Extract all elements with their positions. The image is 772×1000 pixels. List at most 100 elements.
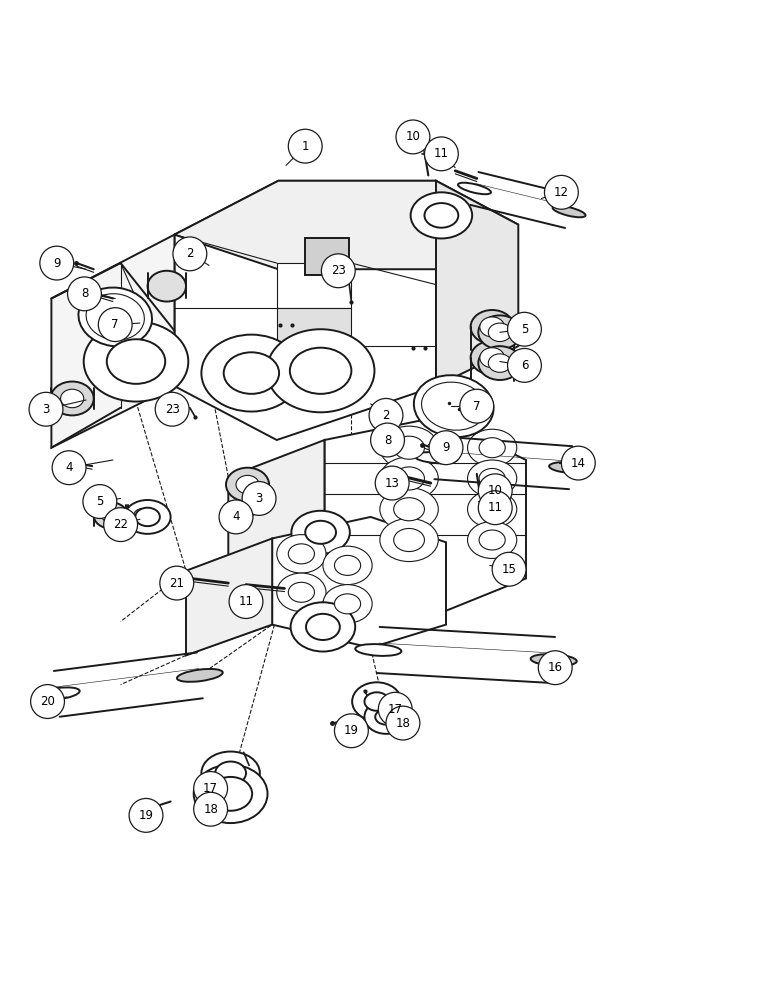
Circle shape xyxy=(493,552,526,586)
Ellipse shape xyxy=(124,500,171,534)
Circle shape xyxy=(460,389,493,423)
Ellipse shape xyxy=(479,346,521,380)
Text: 15: 15 xyxy=(502,563,516,576)
Text: 17: 17 xyxy=(203,782,218,795)
Ellipse shape xyxy=(489,354,511,372)
Ellipse shape xyxy=(355,644,401,656)
Circle shape xyxy=(288,129,322,163)
Ellipse shape xyxy=(479,530,505,550)
Ellipse shape xyxy=(479,315,521,349)
Text: 21: 21 xyxy=(169,577,185,590)
Text: 11: 11 xyxy=(434,147,449,160)
Ellipse shape xyxy=(352,682,401,721)
Text: 6: 6 xyxy=(520,359,528,372)
Circle shape xyxy=(479,491,512,525)
Ellipse shape xyxy=(126,502,160,528)
Text: 8: 8 xyxy=(384,434,391,447)
Circle shape xyxy=(375,466,409,500)
Ellipse shape xyxy=(277,535,326,573)
Polygon shape xyxy=(174,181,518,269)
Circle shape xyxy=(507,348,541,382)
Ellipse shape xyxy=(468,429,516,466)
Circle shape xyxy=(160,566,194,600)
Ellipse shape xyxy=(323,546,372,585)
Ellipse shape xyxy=(458,183,491,194)
Text: 14: 14 xyxy=(571,457,586,470)
Text: 4: 4 xyxy=(232,510,240,523)
Ellipse shape xyxy=(394,436,425,459)
Ellipse shape xyxy=(201,752,260,795)
Ellipse shape xyxy=(553,206,585,217)
Ellipse shape xyxy=(290,602,355,652)
Ellipse shape xyxy=(147,271,186,302)
Circle shape xyxy=(371,423,405,457)
Text: 20: 20 xyxy=(40,695,55,708)
Ellipse shape xyxy=(93,502,127,528)
Ellipse shape xyxy=(415,452,458,463)
Text: 23: 23 xyxy=(331,264,346,277)
Circle shape xyxy=(229,585,263,618)
Ellipse shape xyxy=(305,521,336,544)
Circle shape xyxy=(173,237,207,271)
Ellipse shape xyxy=(236,475,259,494)
Text: 5: 5 xyxy=(521,323,528,336)
Circle shape xyxy=(369,398,403,432)
Circle shape xyxy=(67,277,101,311)
Polygon shape xyxy=(229,440,324,612)
Text: 12: 12 xyxy=(554,186,569,199)
Ellipse shape xyxy=(101,508,120,522)
Ellipse shape xyxy=(380,518,438,562)
Ellipse shape xyxy=(134,508,152,522)
Ellipse shape xyxy=(288,544,314,564)
Ellipse shape xyxy=(394,528,425,552)
Circle shape xyxy=(321,254,355,288)
Ellipse shape xyxy=(425,203,459,228)
Polygon shape xyxy=(277,263,351,308)
Polygon shape xyxy=(305,238,349,275)
Ellipse shape xyxy=(411,192,472,238)
Ellipse shape xyxy=(226,468,269,502)
Ellipse shape xyxy=(468,460,516,497)
Ellipse shape xyxy=(549,462,592,473)
Text: 2: 2 xyxy=(186,247,194,260)
Circle shape xyxy=(544,175,578,209)
Text: 19: 19 xyxy=(138,809,154,822)
Ellipse shape xyxy=(468,491,516,528)
Text: 3: 3 xyxy=(256,492,262,505)
Ellipse shape xyxy=(306,614,340,640)
Ellipse shape xyxy=(288,582,314,602)
Ellipse shape xyxy=(291,511,350,554)
Ellipse shape xyxy=(194,765,268,823)
Text: 1: 1 xyxy=(302,140,309,153)
Ellipse shape xyxy=(394,467,425,490)
Polygon shape xyxy=(52,235,174,448)
Circle shape xyxy=(155,392,189,426)
Ellipse shape xyxy=(334,594,361,614)
Text: 17: 17 xyxy=(388,703,403,716)
Circle shape xyxy=(103,508,137,542)
Ellipse shape xyxy=(479,438,505,458)
Circle shape xyxy=(52,451,86,485)
Ellipse shape xyxy=(79,288,152,346)
Ellipse shape xyxy=(489,323,511,342)
Circle shape xyxy=(507,312,541,346)
Ellipse shape xyxy=(480,348,504,368)
Text: 7: 7 xyxy=(111,318,119,331)
Ellipse shape xyxy=(414,375,493,437)
Text: 3: 3 xyxy=(42,403,49,416)
Text: 22: 22 xyxy=(113,518,128,531)
Ellipse shape xyxy=(323,585,372,623)
Text: 11: 11 xyxy=(488,501,503,514)
Polygon shape xyxy=(273,517,446,648)
Ellipse shape xyxy=(364,692,389,711)
Polygon shape xyxy=(174,181,436,440)
Ellipse shape xyxy=(471,310,513,344)
Circle shape xyxy=(378,692,412,726)
Circle shape xyxy=(425,137,459,171)
Ellipse shape xyxy=(34,687,80,700)
Circle shape xyxy=(242,482,276,515)
Text: 9: 9 xyxy=(442,441,450,454)
Ellipse shape xyxy=(375,709,397,725)
Ellipse shape xyxy=(380,488,438,531)
Circle shape xyxy=(386,706,420,740)
